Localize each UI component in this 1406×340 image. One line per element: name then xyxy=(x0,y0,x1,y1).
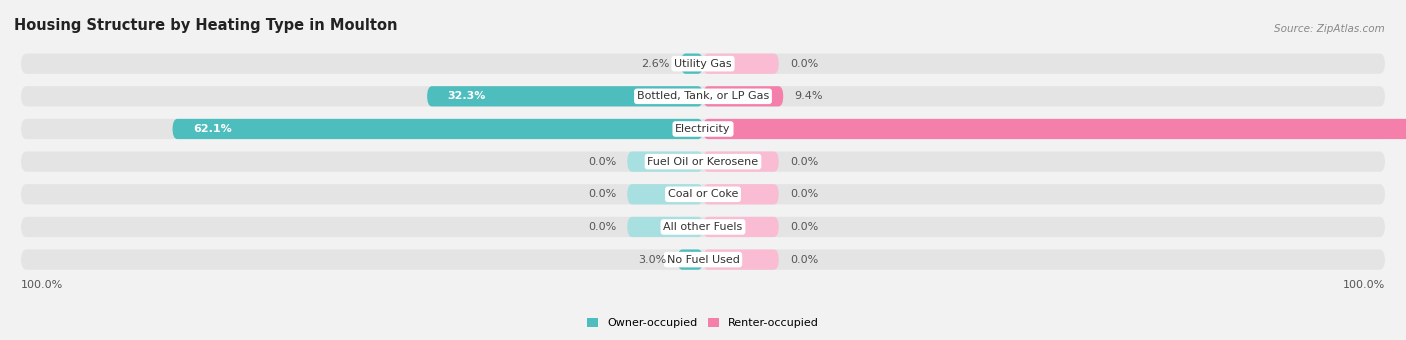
FancyBboxPatch shape xyxy=(427,86,703,106)
FancyBboxPatch shape xyxy=(681,53,703,74)
FancyBboxPatch shape xyxy=(21,119,1385,139)
FancyBboxPatch shape xyxy=(21,217,1385,237)
FancyBboxPatch shape xyxy=(703,119,1406,139)
Text: 0.0%: 0.0% xyxy=(588,189,616,199)
Text: 0.0%: 0.0% xyxy=(790,157,818,167)
Legend: Owner-occupied, Renter-occupied: Owner-occupied, Renter-occupied xyxy=(586,318,820,328)
Text: Coal or Coke: Coal or Coke xyxy=(668,189,738,199)
FancyBboxPatch shape xyxy=(21,152,1385,172)
FancyBboxPatch shape xyxy=(21,53,1385,74)
Text: 3.0%: 3.0% xyxy=(638,255,666,265)
FancyBboxPatch shape xyxy=(703,152,779,172)
FancyBboxPatch shape xyxy=(627,152,703,172)
FancyBboxPatch shape xyxy=(703,184,779,204)
Text: 32.3%: 32.3% xyxy=(447,91,486,101)
Text: 0.0%: 0.0% xyxy=(588,157,616,167)
FancyBboxPatch shape xyxy=(703,250,779,270)
Text: Housing Structure by Heating Type in Moulton: Housing Structure by Heating Type in Mou… xyxy=(14,18,398,33)
Text: 100.0%: 100.0% xyxy=(1343,280,1385,290)
Text: Source: ZipAtlas.com: Source: ZipAtlas.com xyxy=(1274,24,1385,34)
Text: 0.0%: 0.0% xyxy=(790,189,818,199)
Text: 100.0%: 100.0% xyxy=(21,280,63,290)
Text: Fuel Oil or Kerosene: Fuel Oil or Kerosene xyxy=(647,157,759,167)
FancyBboxPatch shape xyxy=(703,217,779,237)
Text: 0.0%: 0.0% xyxy=(790,222,818,232)
FancyBboxPatch shape xyxy=(703,86,783,106)
FancyBboxPatch shape xyxy=(703,53,779,74)
Text: Utility Gas: Utility Gas xyxy=(675,59,731,69)
Text: 0.0%: 0.0% xyxy=(588,222,616,232)
FancyBboxPatch shape xyxy=(627,217,703,237)
Text: Electricity: Electricity xyxy=(675,124,731,134)
Text: No Fuel Used: No Fuel Used xyxy=(666,255,740,265)
FancyBboxPatch shape xyxy=(21,86,1385,106)
Text: 0.0%: 0.0% xyxy=(790,255,818,265)
FancyBboxPatch shape xyxy=(21,184,1385,204)
Text: 2.6%: 2.6% xyxy=(641,59,669,69)
FancyBboxPatch shape xyxy=(627,184,703,204)
FancyBboxPatch shape xyxy=(173,119,703,139)
Text: 9.4%: 9.4% xyxy=(794,91,823,101)
Text: 62.1%: 62.1% xyxy=(193,124,232,134)
FancyBboxPatch shape xyxy=(21,250,1385,270)
Text: 0.0%: 0.0% xyxy=(790,59,818,69)
Text: Bottled, Tank, or LP Gas: Bottled, Tank, or LP Gas xyxy=(637,91,769,101)
FancyBboxPatch shape xyxy=(678,250,703,270)
Text: All other Fuels: All other Fuels xyxy=(664,222,742,232)
